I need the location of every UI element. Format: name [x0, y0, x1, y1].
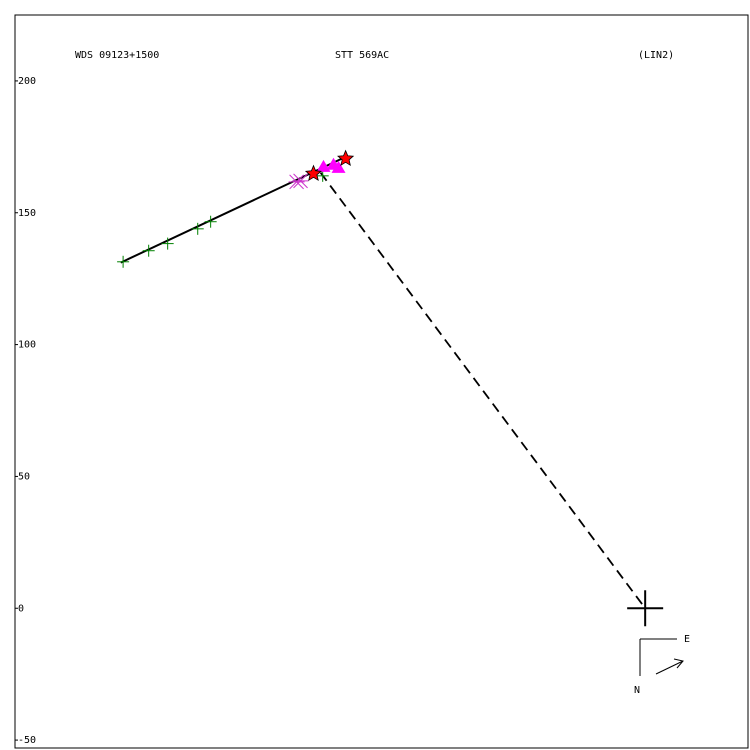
motion-arrow	[655, 660, 684, 675]
plus-point	[161, 237, 174, 250]
y-tick-label: -50	[18, 735, 36, 746]
triangle-point	[331, 160, 346, 173]
compass-label: E	[684, 634, 690, 645]
compass: E N	[634, 634, 690, 696]
plus-point	[117, 255, 130, 268]
star-point	[304, 164, 323, 182]
y-tick-label: 100	[18, 340, 36, 351]
y-tick-label: 50	[18, 471, 30, 482]
motion-arrow-head	[673, 658, 684, 669]
star-shape	[304, 164, 323, 182]
y-tick-label: 200	[18, 76, 36, 87]
primary-point	[627, 590, 664, 627]
plus-point	[204, 215, 217, 228]
star-shape	[337, 149, 355, 167]
plus-point	[191, 222, 204, 235]
annotation: WDS 09123+1500	[75, 50, 159, 61]
orbit-line	[120, 155, 347, 264]
separation-line	[319, 172, 646, 609]
annotation: (LIN2)	[638, 50, 674, 61]
plus-point	[142, 244, 155, 257]
y-tick-label: 0	[18, 603, 24, 614]
triangle-shape	[316, 159, 331, 172]
y-tick-label: 150	[18, 208, 36, 219]
cross-point	[292, 173, 309, 189]
chart-title: STT 569AC	[335, 50, 389, 61]
triangle-point	[316, 159, 331, 172]
star-point	[337, 149, 355, 167]
compass-label: N	[634, 685, 640, 696]
triangle-shape	[331, 160, 346, 173]
plot-frame	[14, 14, 749, 749]
